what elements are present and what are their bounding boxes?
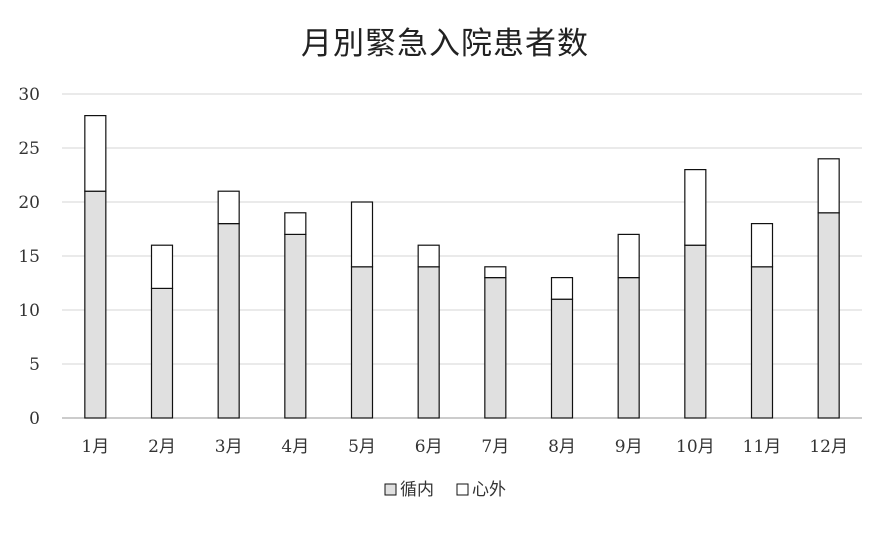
x-tick-label: 10月 (676, 437, 715, 457)
bar-series1 (284, 233, 307, 419)
y-tick-label: 5 (29, 355, 40, 375)
x-tick-label: 7月 (481, 437, 509, 457)
bar-series1 (150, 287, 174, 419)
bar-series1 (417, 266, 440, 419)
bar-series2 (817, 158, 840, 214)
bar-series2 (750, 223, 774, 268)
bar-series1 (217, 223, 240, 419)
bar-series1 (817, 212, 840, 419)
bar-series1 (484, 277, 507, 419)
x-tick-label: 3月 (215, 437, 243, 457)
y-tick-label: 15 (18, 247, 40, 267)
bar-series2 (684, 169, 707, 246)
bar-series2 (84, 114, 107, 192)
y-tick-label: 30 (18, 85, 40, 105)
chart-title: 月別緊急入院患者数 (301, 26, 589, 62)
x-tick-label: 4月 (281, 437, 309, 457)
bar-series2 (417, 244, 440, 268)
legend-swatch (456, 483, 469, 496)
bar-series1 (750, 266, 774, 419)
x-tick-label: 5月 (348, 437, 376, 457)
bar-series2 (284, 212, 307, 236)
bar-series1 (617, 277, 640, 419)
legend-label: 循内 (400, 480, 434, 500)
bar-series1 (350, 266, 374, 419)
y-tick-label: 20 (18, 193, 40, 213)
legend-label: 心外 (472, 480, 506, 500)
x-tick-label: 12月 (809, 437, 848, 457)
bar-series2 (484, 266, 507, 279)
bar-series2 (150, 244, 174, 289)
bar-series2 (617, 233, 640, 279)
y-tick-label: 0 (29, 409, 40, 429)
x-tick-label: 9月 (615, 437, 643, 457)
x-tick-label: 2月 (148, 437, 176, 457)
x-tick-label: 11月 (743, 437, 782, 457)
y-tick-label: 25 (18, 139, 40, 159)
y-tick-label: 10 (18, 301, 40, 321)
bar-series2 (217, 190, 240, 225)
x-tick-label: 6月 (415, 437, 443, 457)
bar-series1 (550, 298, 574, 419)
bar-series1 (84, 190, 107, 419)
bar-series2 (350, 201, 374, 268)
x-tick-label: 1月 (81, 437, 109, 457)
bar-series1 (684, 244, 707, 419)
x-tick-label: 8月 (548, 437, 576, 457)
bar-series2 (550, 277, 574, 300)
legend-swatch (384, 483, 397, 496)
